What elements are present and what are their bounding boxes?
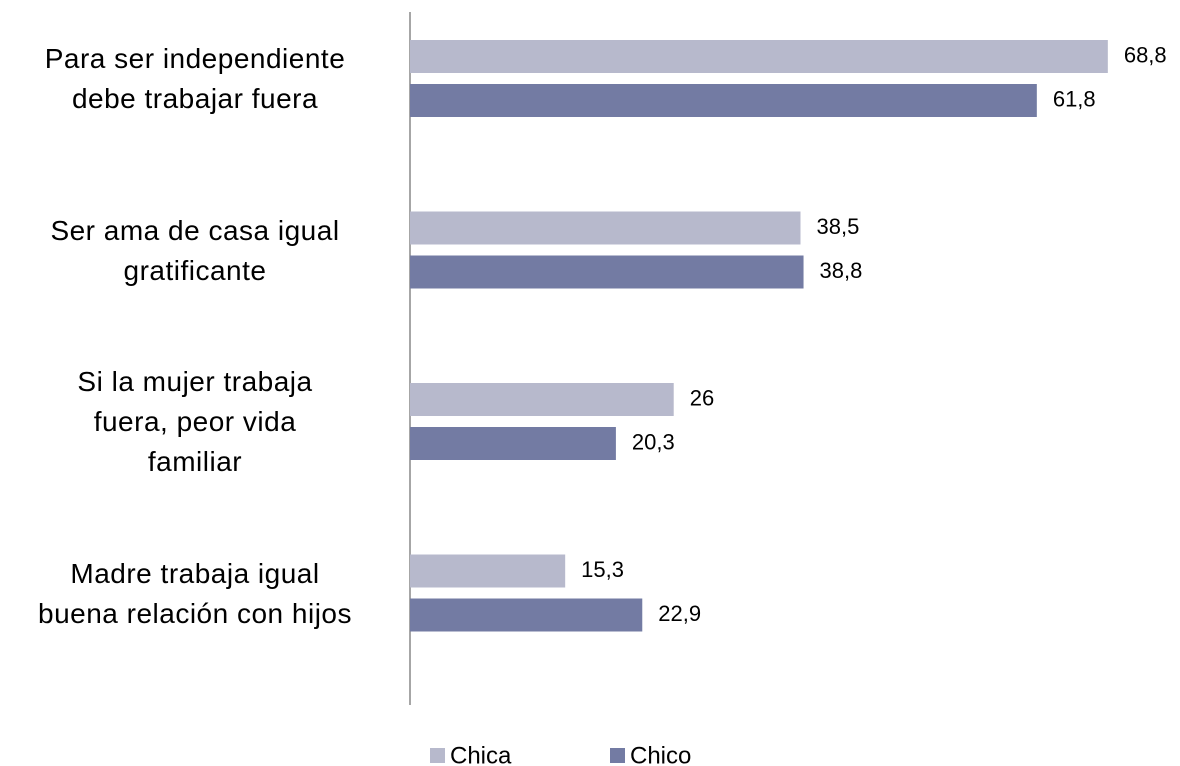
category-label: Ser ama de casa igual gratificante	[50, 214, 340, 286]
value-label: 38,8	[820, 258, 863, 283]
bar	[410, 40, 1108, 73]
value-label: 15,3	[581, 557, 624, 582]
value-label: 22,9	[658, 601, 701, 626]
legend-swatch	[610, 748, 625, 763]
legend-swatch	[430, 748, 445, 763]
category-label: Si la mujer trabaja fuera, peor vida fam…	[77, 366, 313, 477]
bar	[410, 84, 1037, 117]
legend-label: Chico	[630, 742, 691, 766]
value-label: 20,3	[632, 429, 675, 454]
bar	[410, 383, 674, 416]
bar	[410, 427, 616, 460]
bar	[410, 598, 643, 632]
value-label: 61,8	[1053, 86, 1096, 111]
category-label: Madre trabaja igual buena relación con h…	[38, 557, 352, 629]
bar	[410, 554, 566, 588]
value-label: 38,5	[817, 214, 860, 239]
bar	[410, 255, 804, 289]
category-label: Para ser independiente debe trabajar fue…	[44, 43, 346, 114]
value-label: 68,8	[1124, 42, 1167, 67]
legend-label: Chica	[450, 742, 512, 766]
bar	[410, 211, 801, 245]
value-label: 26	[690, 385, 714, 410]
